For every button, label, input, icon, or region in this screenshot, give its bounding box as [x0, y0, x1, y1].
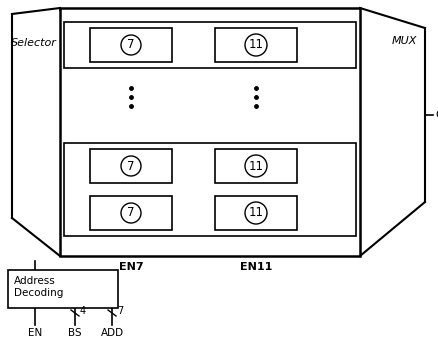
Bar [64, 143, 356, 236]
Text: 7: 7 [127, 207, 135, 219]
Bar [90, 196, 172, 230]
Text: EN7: EN7 [119, 262, 143, 272]
Bar [8, 270, 118, 308]
Bar [215, 149, 297, 183]
Bar [60, 8, 360, 256]
Bar [215, 196, 297, 230]
Text: OUT: OUT [435, 110, 438, 120]
Text: 11: 11 [248, 207, 264, 219]
Text: 7: 7 [127, 160, 135, 172]
Text: BS: BS [68, 328, 82, 338]
Text: EN: EN [28, 328, 42, 338]
Text: MUX: MUX [392, 36, 417, 46]
Bar [64, 22, 356, 68]
Text: Selector: Selector [11, 38, 57, 48]
Text: EN11: EN11 [240, 262, 272, 272]
Text: Address
Decoding: Address Decoding [14, 276, 64, 297]
Text: 11: 11 [248, 160, 264, 172]
Text: ADD: ADD [100, 328, 124, 338]
Text: 11: 11 [248, 39, 264, 51]
Bar [90, 149, 172, 183]
Text: 4: 4 [80, 306, 86, 316]
Text: 7: 7 [127, 39, 135, 51]
Text: 7: 7 [117, 306, 123, 316]
Bar [215, 28, 297, 62]
Bar [90, 28, 172, 62]
